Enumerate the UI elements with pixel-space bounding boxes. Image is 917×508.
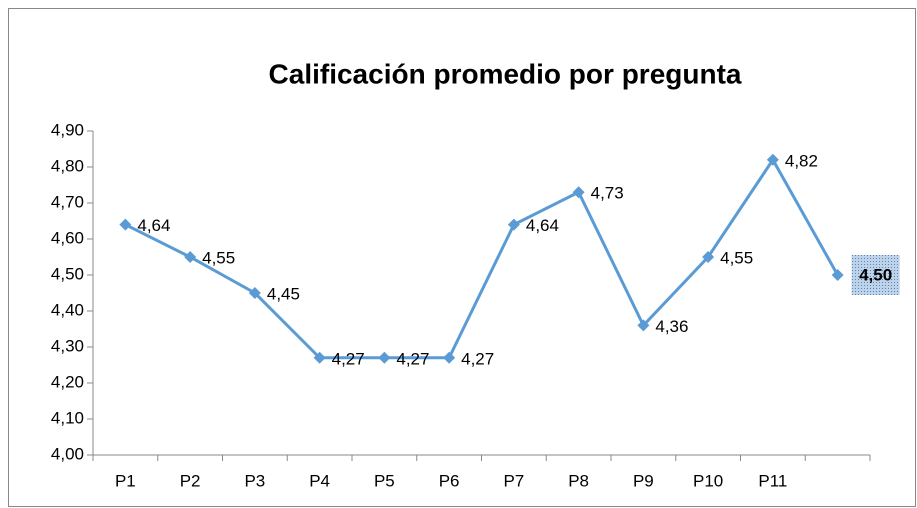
series-line xyxy=(124,156,839,360)
data-label: 4,36 xyxy=(655,317,688,336)
data-point xyxy=(572,186,585,199)
data-point xyxy=(702,251,715,263)
data-point xyxy=(313,351,326,364)
x-tick-label: P11 xyxy=(758,471,787,490)
data-point xyxy=(766,153,779,166)
data-label: 4,55 xyxy=(202,248,235,267)
y-tick-label: 4,80 xyxy=(51,156,84,175)
highlight-box xyxy=(851,255,900,295)
data-label: 4,73 xyxy=(591,184,624,203)
x-tick-label: P7 xyxy=(503,471,524,490)
data-label: 4,55 xyxy=(720,248,753,267)
y-tick-label: 4,10 xyxy=(51,408,84,427)
data-point xyxy=(637,319,650,332)
data-point xyxy=(378,351,391,364)
x-tick-label: P2 xyxy=(180,471,201,490)
x-tick-label: P6 xyxy=(439,471,460,490)
y-tick-label: 4,70 xyxy=(51,192,84,211)
data-point xyxy=(184,251,197,263)
x-tick-label: P3 xyxy=(244,471,265,490)
y-tick-label: 4,40 xyxy=(51,300,84,319)
data-label: 4,45 xyxy=(267,284,300,303)
data-label: 4,27 xyxy=(396,349,429,368)
data-point xyxy=(443,351,456,364)
data-label: 4,27 xyxy=(461,349,494,368)
x-tick-label: P9 xyxy=(633,471,654,490)
data-point xyxy=(248,287,261,299)
y-tick-label: 4,60 xyxy=(51,228,84,247)
data-point xyxy=(119,218,132,231)
y-tick-label: 4,00 xyxy=(51,444,84,463)
x-tick-label: P10 xyxy=(693,471,723,490)
x-tick-label: P8 xyxy=(568,471,589,490)
x-tick-label: P4 xyxy=(309,471,330,490)
data-label: 4,50 xyxy=(859,265,892,284)
y-tick-label: 4,30 xyxy=(51,336,84,355)
data-label: 4,27 xyxy=(332,349,365,368)
data-label: 4,64 xyxy=(526,216,559,235)
y-tick-label: 4,50 xyxy=(51,264,84,283)
y-tick-label: 4,90 xyxy=(51,120,84,139)
x-tick-label: P1 xyxy=(115,471,136,490)
chart-title: Calificación promedio por pregunta xyxy=(269,58,742,89)
chart-border xyxy=(8,8,916,507)
data-point xyxy=(507,218,520,231)
data-point xyxy=(831,269,844,281)
y-tick-label: 4,20 xyxy=(51,372,84,391)
x-tick-label: P5 xyxy=(374,471,395,490)
data-label: 4,82 xyxy=(785,151,818,170)
data-label: 4,64 xyxy=(137,216,170,235)
